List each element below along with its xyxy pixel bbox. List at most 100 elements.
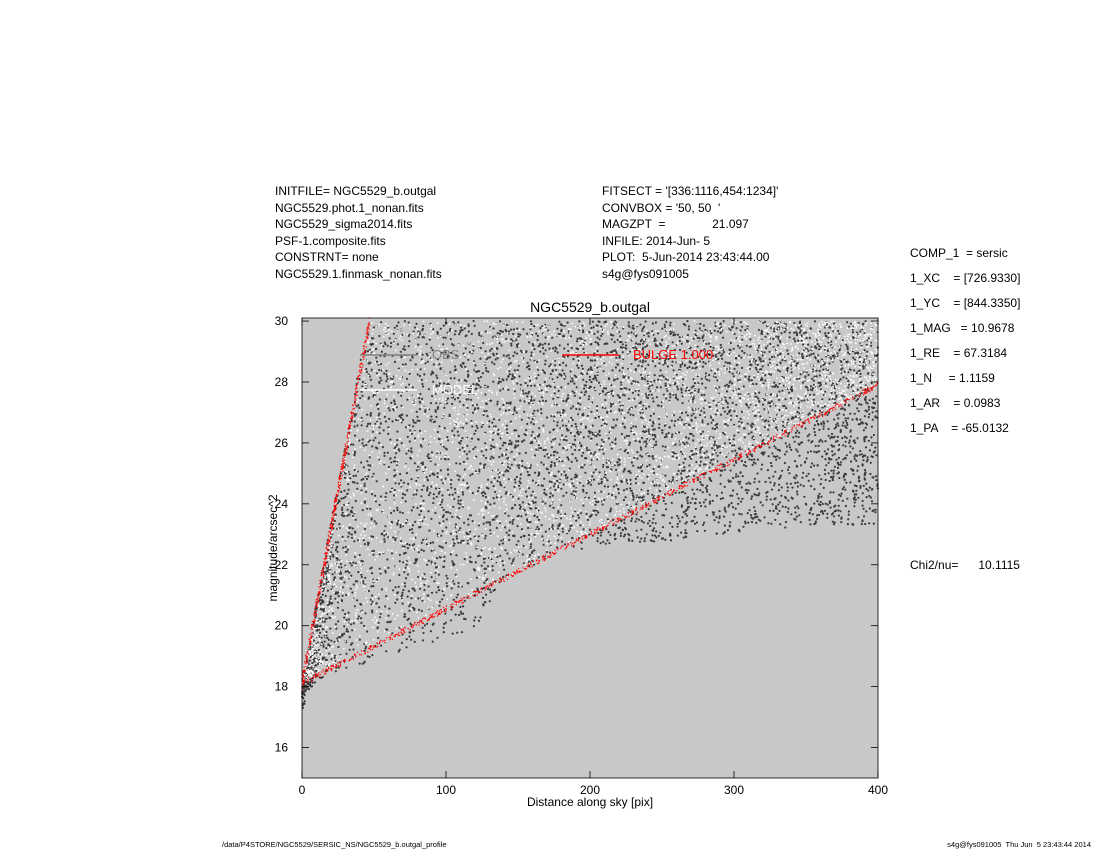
obs-point <box>716 409 719 412</box>
obs-point <box>582 436 585 439</box>
obs-point <box>606 479 609 482</box>
obs-point <box>387 407 390 410</box>
obs-point <box>442 631 445 634</box>
obs-point <box>430 591 434 594</box>
obs-point <box>485 409 488 412</box>
obs-point <box>378 334 381 338</box>
obs-point <box>838 349 841 352</box>
obs-point <box>508 538 511 542</box>
obs-point <box>713 329 716 332</box>
obs-point <box>334 623 337 626</box>
obs-point <box>768 509 772 512</box>
obs-point <box>341 535 344 539</box>
obs-point <box>453 377 456 380</box>
obs-point <box>652 412 656 415</box>
obs-point <box>640 520 643 523</box>
obs-point <box>824 478 827 482</box>
obs-point <box>809 523 812 526</box>
obs-point <box>634 425 638 428</box>
obs-point <box>751 463 754 467</box>
obs-point <box>378 503 381 506</box>
obs-point <box>670 501 673 504</box>
obs-point <box>307 688 311 691</box>
obs-point <box>330 639 333 642</box>
obs-point <box>427 456 430 460</box>
obs-point <box>482 522 485 525</box>
obs-point <box>733 423 736 426</box>
obs-point <box>337 645 340 649</box>
obs-point <box>776 385 779 388</box>
obs-point <box>344 472 347 475</box>
obs-point <box>476 426 479 430</box>
obs-point <box>537 556 540 559</box>
obs-point <box>502 354 505 357</box>
obs-point <box>481 372 484 375</box>
obs-point <box>362 580 365 583</box>
obs-point <box>676 473 679 476</box>
obs-point <box>849 322 853 325</box>
obs-point <box>809 327 812 330</box>
obs-point <box>769 405 772 408</box>
obs-point <box>507 534 510 537</box>
obs-point <box>345 618 348 622</box>
obs-point <box>455 537 459 540</box>
obs-point <box>405 563 408 566</box>
obs-point <box>819 482 822 486</box>
obs-point <box>537 374 540 377</box>
obs-point <box>833 505 836 508</box>
obs-point <box>847 325 851 328</box>
obs-point <box>566 343 570 346</box>
obs-point <box>771 503 774 506</box>
obs-point <box>496 555 499 559</box>
obs-point <box>768 476 771 480</box>
obs-point <box>513 534 516 538</box>
obs-point <box>685 521 688 524</box>
obs-point <box>744 329 747 332</box>
obs-point <box>669 532 672 535</box>
obs-point <box>693 492 696 495</box>
obs-point <box>483 561 486 564</box>
obs-point <box>835 458 838 461</box>
obs-point <box>454 330 457 333</box>
obs-point <box>679 416 682 419</box>
header-line: NGC5529.1.finmask_nonan.fits <box>275 266 442 281</box>
obs-point <box>402 561 405 564</box>
obs-point <box>539 350 542 353</box>
obs-point <box>544 359 547 362</box>
obs-point <box>868 494 871 498</box>
obs-point <box>452 321 455 324</box>
obs-point <box>562 361 565 364</box>
obs-point <box>413 326 416 329</box>
obs-point <box>461 437 464 440</box>
obs-point <box>452 544 455 547</box>
obs-point <box>581 367 584 370</box>
obs-point <box>394 452 398 455</box>
obs-point <box>365 368 368 371</box>
obs-point <box>558 344 561 347</box>
obs-point <box>462 539 465 542</box>
obs-point <box>713 444 716 447</box>
obs-point <box>693 522 697 525</box>
obs-point <box>746 491 749 494</box>
obs-point <box>846 423 849 427</box>
obs-point <box>384 343 387 346</box>
obs-point <box>670 516 674 519</box>
obs-point <box>824 440 827 443</box>
obs-point <box>403 493 407 496</box>
obs-point <box>699 489 702 492</box>
obs-point <box>339 562 342 566</box>
obs-point <box>862 484 865 487</box>
obs-point <box>750 516 753 519</box>
obs-point <box>339 577 342 580</box>
obs-point <box>630 331 633 334</box>
obs-point <box>703 393 706 396</box>
obs-point <box>478 468 481 471</box>
obs-point <box>589 359 592 362</box>
obs-point <box>482 604 485 607</box>
obs-point <box>467 518 470 521</box>
obs-point <box>467 324 470 328</box>
obs-point <box>469 474 472 477</box>
obs-point <box>756 472 759 475</box>
obs-point <box>343 476 347 479</box>
obs-point <box>589 483 593 486</box>
